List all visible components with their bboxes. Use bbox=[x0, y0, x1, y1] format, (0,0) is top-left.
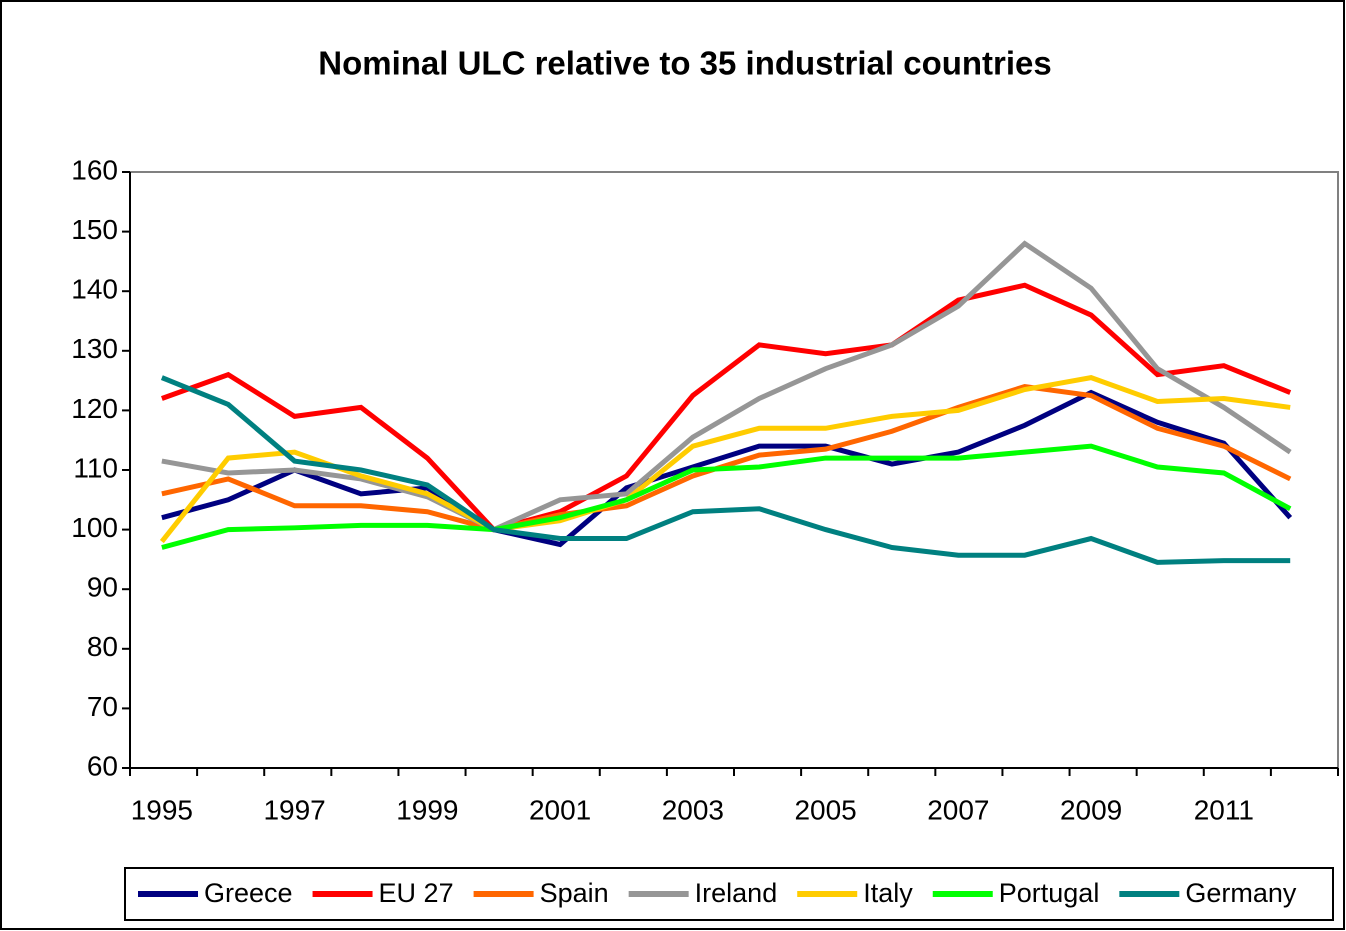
x-tick-label: 1997 bbox=[263, 794, 325, 825]
y-tick-label: 140 bbox=[71, 274, 118, 305]
x-tick-label: 2005 bbox=[794, 794, 856, 825]
x-tick-label: 2001 bbox=[529, 794, 591, 825]
series-line bbox=[161, 389, 1293, 548]
legend-label: EU 27 bbox=[379, 878, 454, 908]
y-tick-label: 130 bbox=[71, 333, 118, 364]
x-tick-label: 2007 bbox=[927, 794, 989, 825]
legend-label: Greece bbox=[204, 878, 293, 908]
legend-label: Portugal bbox=[999, 878, 1100, 908]
x-tick-label: 1995 bbox=[131, 794, 193, 825]
y-tick-label: 90 bbox=[87, 572, 118, 603]
y-tick-label: 100 bbox=[71, 512, 118, 543]
y-tick-label: 150 bbox=[71, 214, 118, 245]
y-tick-label: 70 bbox=[87, 691, 118, 722]
series-line bbox=[161, 240, 1292, 533]
legend-label: Germany bbox=[1185, 878, 1297, 908]
legend-label: Spain bbox=[540, 878, 609, 908]
y-tick-label: 160 bbox=[71, 154, 118, 185]
x-tick-label: 1999 bbox=[396, 794, 458, 825]
series-line bbox=[161, 384, 1292, 533]
y-tick-label: 80 bbox=[87, 631, 118, 662]
x-tick-label: 2003 bbox=[662, 794, 724, 825]
legend-label: Ireland bbox=[695, 878, 778, 908]
series-line bbox=[161, 443, 1292, 550]
y-tick-label: 120 bbox=[71, 393, 118, 424]
legend-label: Italy bbox=[863, 878, 913, 908]
series-line bbox=[161, 282, 1292, 533]
series-line bbox=[160, 375, 1291, 565]
y-tick-label: 60 bbox=[87, 750, 118, 781]
x-tick-label: 2011 bbox=[1194, 794, 1254, 825]
series-line bbox=[159, 375, 1291, 544]
x-tick-label: 2009 bbox=[1060, 794, 1122, 825]
y-tick-label: 110 bbox=[73, 452, 118, 483]
chart-title: Nominal ULC relative to 35 industrial co… bbox=[318, 45, 1052, 82]
